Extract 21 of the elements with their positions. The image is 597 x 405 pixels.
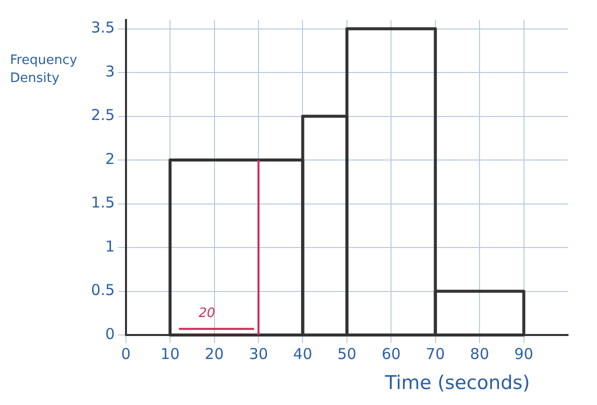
y-tick-label: 2.5 <box>90 106 115 124</box>
y-tick-label: 1.5 <box>90 194 115 212</box>
x-tick-label: 20 <box>204 344 224 363</box>
y-tick-label: 2 <box>105 150 115 168</box>
x-tick-label: 40 <box>293 344 312 363</box>
x-tick-label: 70 <box>426 344 445 363</box>
x-axis-title: Time (seconds) <box>384 372 530 394</box>
x-tick-label: 80 <box>470 344 490 363</box>
annotation: 20 <box>198 306 216 321</box>
x-tick-label: 30 <box>248 344 268 363</box>
x-tick-label: 10 <box>160 344 180 363</box>
x-tick-label: 0 <box>121 344 131 363</box>
x-tick-label: 60 <box>382 344 401 363</box>
y-axis-title: Frequency Density <box>10 52 78 86</box>
y-tick-label: 1 <box>105 237 115 256</box>
y-tick-label: 0.5 <box>90 281 115 300</box>
x-tick-label: 90 <box>514 344 534 363</box>
y-tick-label: 3.5 <box>90 18 115 37</box>
y-tick-label: 0 <box>105 324 115 343</box>
x-tick-label: 50 <box>337 344 356 363</box>
y-tick-label: 3 <box>105 62 115 80</box>
